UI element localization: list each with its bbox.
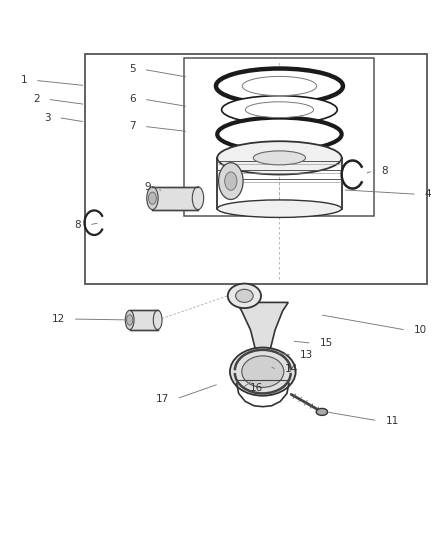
Polygon shape [237,302,288,361]
Bar [130,310,158,329]
Text: 7: 7 [129,122,136,131]
Text: 4: 4 [425,189,431,199]
Ellipse shape [316,408,328,415]
Ellipse shape [148,192,156,204]
Text: 14: 14 [285,365,298,374]
Ellipse shape [127,314,133,325]
Text: 15: 15 [320,338,333,348]
Ellipse shape [236,289,253,302]
Bar [152,187,198,209]
Text: 16: 16 [250,383,263,393]
Ellipse shape [222,96,337,124]
Ellipse shape [192,187,204,209]
Text: 17: 17 [155,394,169,404]
Text: 2: 2 [33,94,39,104]
Ellipse shape [228,284,261,308]
Text: 10: 10 [414,325,427,335]
Ellipse shape [225,172,237,190]
Text: 11: 11 [385,416,399,426]
Ellipse shape [217,141,342,174]
Text: 8: 8 [74,220,81,230]
Text: 6: 6 [129,94,136,104]
Text: 9: 9 [145,182,151,192]
Ellipse shape [153,310,162,329]
Ellipse shape [242,76,317,96]
Ellipse shape [125,310,134,329]
Bar [184,59,374,216]
Text: 1: 1 [21,75,27,85]
Ellipse shape [216,69,343,103]
Text: 8: 8 [381,166,388,176]
Text: 5: 5 [129,64,136,75]
Text: 13: 13 [300,350,313,360]
Ellipse shape [217,200,342,217]
Text: 3: 3 [44,112,50,123]
Text: 12: 12 [52,314,65,324]
Ellipse shape [230,348,296,395]
Ellipse shape [242,356,284,387]
Ellipse shape [219,163,243,199]
Ellipse shape [147,187,158,209]
Ellipse shape [217,118,342,151]
Bar [85,54,427,284]
Ellipse shape [245,102,314,118]
Ellipse shape [253,151,306,165]
